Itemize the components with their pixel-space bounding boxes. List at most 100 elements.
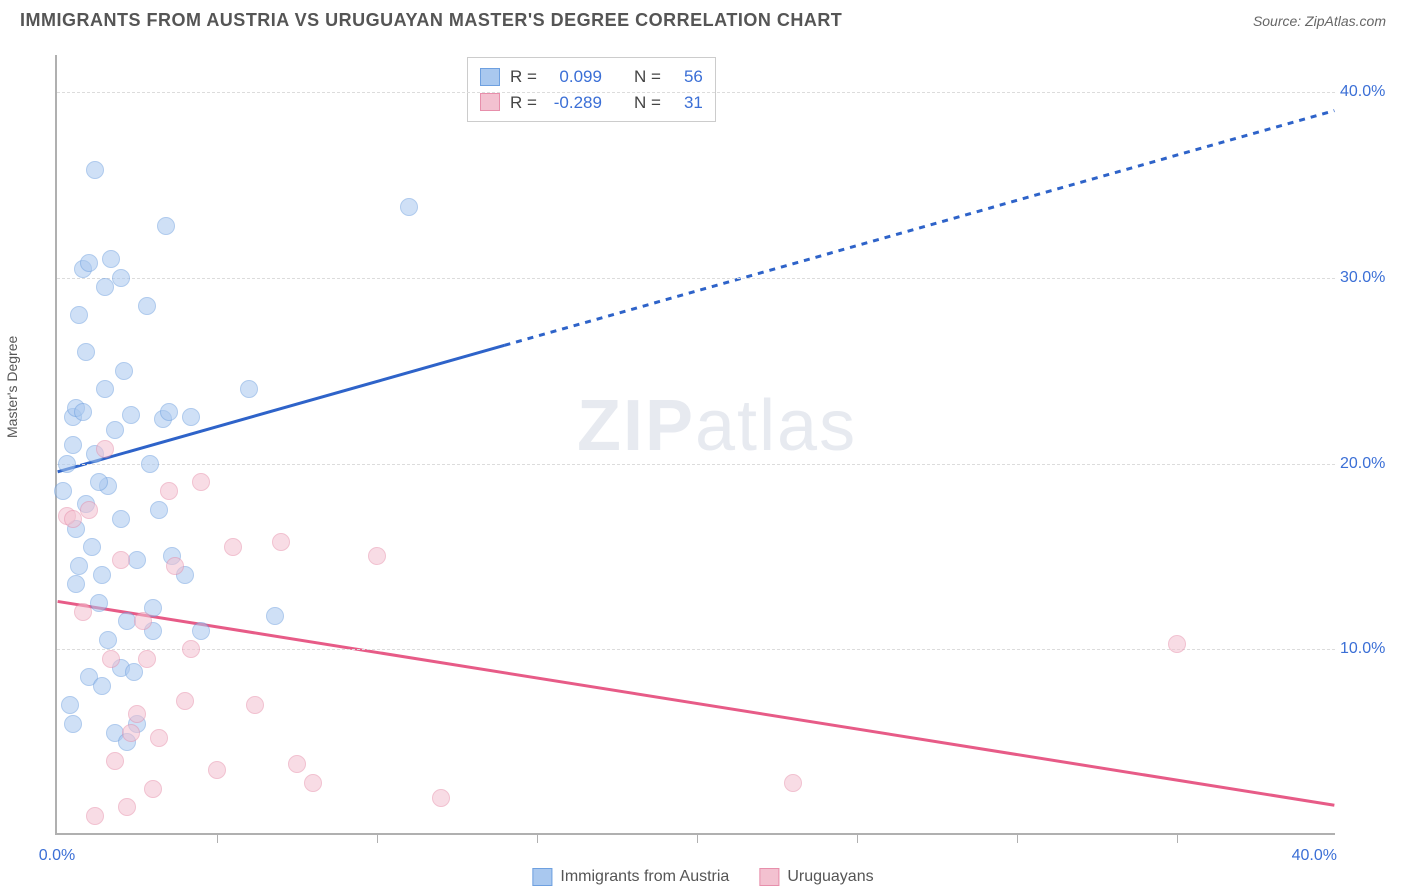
scatter-point — [240, 380, 258, 398]
r-value: 0.099 — [547, 64, 602, 90]
scatter-point — [432, 789, 450, 807]
scatter-point — [272, 533, 290, 551]
scatter-point — [90, 473, 108, 491]
y-tick-label: 10.0% — [1340, 640, 1395, 658]
x-tick — [1017, 833, 1018, 843]
scatter-point — [93, 677, 111, 695]
stats-row: R =0.099N =56 — [480, 64, 703, 90]
n-label: N = — [634, 64, 661, 90]
scatter-point — [150, 729, 168, 747]
scatter-point — [96, 278, 114, 296]
scatter-point — [77, 343, 95, 361]
scatter-point — [112, 269, 130, 287]
legend-swatch — [480, 93, 500, 111]
scatter-point — [74, 603, 92, 621]
scatter-point — [368, 547, 386, 565]
scatter-point — [106, 421, 124, 439]
x-tick — [537, 833, 538, 843]
r-label: R = — [510, 90, 537, 116]
scatter-point — [115, 362, 133, 380]
scatter-point — [112, 551, 130, 569]
r-label: R = — [510, 64, 537, 90]
scatter-point — [288, 755, 306, 773]
legend-swatch — [480, 68, 500, 86]
scatter-point — [400, 198, 418, 216]
scatter-point — [86, 161, 104, 179]
scatter-point — [182, 640, 200, 658]
scatter-point — [96, 380, 114, 398]
scatter-point — [80, 254, 98, 272]
scatter-point — [96, 440, 114, 458]
chart-container: IMMIGRANTS FROM AUSTRIA VS URUGUAYAN MAS… — [0, 0, 1406, 892]
chart-title: IMMIGRANTS FROM AUSTRIA VS URUGUAYAN MAS… — [20, 10, 842, 31]
scatter-point — [54, 482, 72, 500]
stats-row: R = -0.289 N = 31 — [480, 90, 703, 116]
gridline — [57, 278, 1335, 279]
gridline — [57, 464, 1335, 465]
scatter-point — [138, 297, 156, 315]
x-tick — [857, 833, 858, 843]
scatter-point — [160, 403, 178, 421]
scatter-point — [93, 566, 111, 584]
scatter-point — [102, 250, 120, 268]
legend-item: Immigrants from Austria — [532, 868, 729, 886]
scatter-point — [112, 510, 130, 528]
scatter-point — [160, 482, 178, 500]
scatter-point — [64, 510, 82, 528]
scatter-point — [106, 752, 124, 770]
y-tick-label: 20.0% — [1340, 455, 1395, 473]
watermark: ZIPatlas — [577, 385, 857, 467]
gridline — [57, 649, 1335, 650]
scatter-point — [128, 705, 146, 723]
scatter-point — [192, 622, 210, 640]
scatter-point — [83, 538, 101, 556]
scatter-point — [122, 724, 140, 742]
scatter-point — [166, 557, 184, 575]
scatter-point — [304, 774, 322, 792]
scatter-point — [99, 631, 117, 649]
legend-label: Uruguayans — [787, 868, 873, 886]
scatter-point — [150, 501, 168, 519]
y-axis-label: Master's Degree — [4, 336, 20, 438]
regression-line-dashed — [504, 111, 1334, 346]
scatter-point — [67, 575, 85, 593]
gridline — [57, 92, 1335, 93]
x-tick — [697, 833, 698, 843]
n-value: 31 — [671, 90, 703, 116]
scatter-point — [118, 798, 136, 816]
scatter-point — [128, 551, 146, 569]
y-tick-label: 30.0% — [1340, 269, 1395, 287]
x-tick — [377, 833, 378, 843]
legend-label: Immigrants from Austria — [560, 868, 729, 886]
scatter-point — [138, 650, 156, 668]
r-value: -0.289 — [547, 90, 602, 116]
scatter-point — [58, 455, 76, 473]
scatter-point — [192, 473, 210, 491]
plot-area: ZIPatlas R =0.099N =56R =-0.289N =31 10.… — [55, 55, 1335, 835]
scatter-point — [246, 696, 264, 714]
scatter-point — [80, 501, 98, 519]
scatter-point — [64, 715, 82, 733]
x-tick — [1177, 833, 1178, 843]
legend-swatch — [759, 868, 779, 886]
watermark-bold: ZIP — [577, 386, 695, 466]
scatter-point — [134, 612, 152, 630]
scatter-point — [1168, 635, 1186, 653]
x-tick — [217, 833, 218, 843]
scatter-point — [176, 692, 194, 710]
scatter-point — [64, 436, 82, 454]
legend-item: Uruguayans — [759, 868, 873, 886]
scatter-point — [122, 406, 140, 424]
y-tick-label: 40.0% — [1340, 83, 1395, 101]
legend-swatch — [532, 868, 552, 886]
n-label: N = — [634, 90, 661, 116]
regression-lines — [57, 55, 1335, 833]
scatter-point — [784, 774, 802, 792]
watermark-rest: atlas — [695, 386, 857, 466]
source-attribution: Source: ZipAtlas.com — [1253, 13, 1386, 29]
scatter-point — [90, 594, 108, 612]
scatter-point — [70, 306, 88, 324]
scatter-point — [141, 455, 159, 473]
title-bar: IMMIGRANTS FROM AUSTRIA VS URUGUAYAN MAS… — [20, 10, 1386, 31]
scatter-point — [102, 650, 120, 668]
